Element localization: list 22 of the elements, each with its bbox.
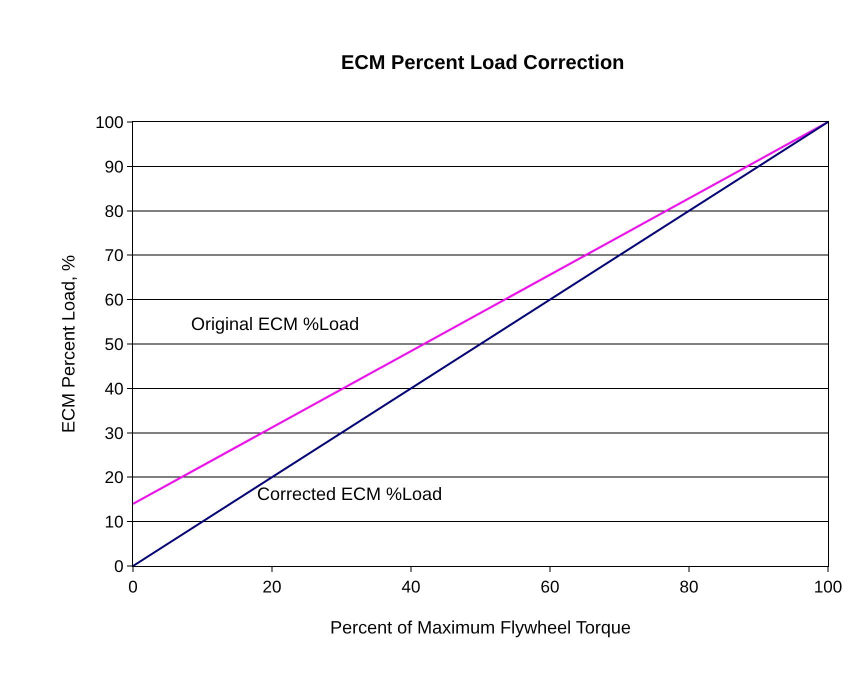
- x-tick-label: 0: [128, 577, 138, 596]
- x-tick-label: 20: [262, 577, 282, 596]
- y-axis-title: ECM Percent Load, %: [58, 254, 78, 434]
- chart-title: ECM Percent Load Correction: [341, 52, 624, 74]
- y-tick-label: 20: [104, 468, 124, 488]
- x-tick-label: 100: [814, 577, 842, 596]
- y-tick-label: 40: [104, 379, 124, 398]
- y-tick-label: 10: [104, 512, 124, 532]
- x-tick-label: 60: [540, 577, 560, 596]
- y-tick-label: 0: [114, 556, 124, 576]
- y-tick-label: 80: [104, 202, 124, 221]
- y-tick-label: 100: [95, 112, 124, 132]
- y-tick-label: 50: [104, 334, 124, 354]
- x-axis-title: Percent of Maximum Flywheel Torque: [330, 618, 631, 638]
- x-tick-label: 80: [680, 577, 698, 596]
- y-tick-label: 60: [104, 290, 124, 310]
- y-tick-label: 70: [104, 246, 124, 266]
- y-tick-label: 90: [104, 157, 124, 176]
- y-tick-label: 30: [104, 424, 124, 443]
- text: Original ECM %Load: [191, 314, 360, 334]
- series-label: Corrected ECM %Load: [257, 484, 442, 504]
- x-tick-label: 40: [402, 577, 420, 596]
